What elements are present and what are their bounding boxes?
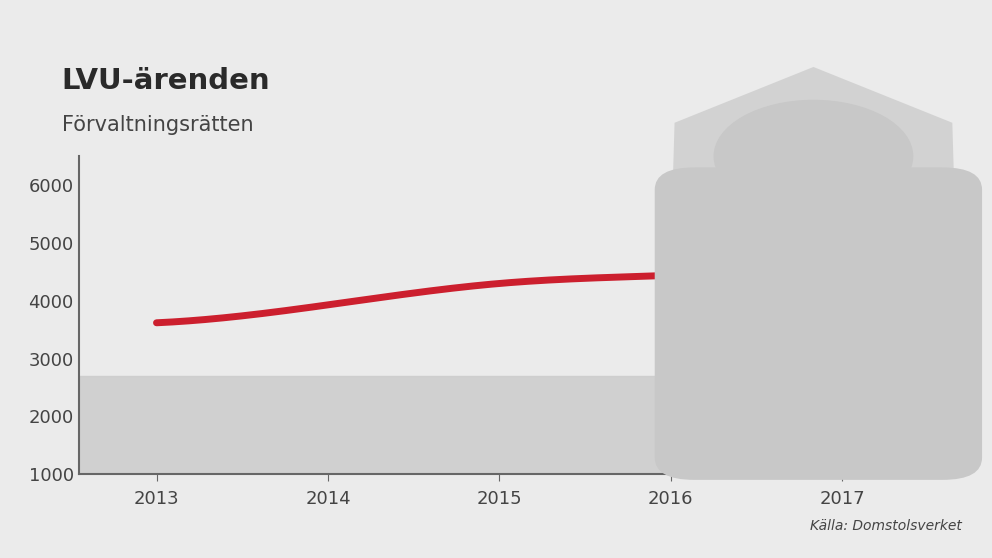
Text: +27%: +27%	[684, 181, 846, 229]
Circle shape	[714, 100, 913, 212]
Polygon shape	[665, 67, 962, 458]
Text: Källa: Domstolsverket: Källa: Domstolsverket	[810, 519, 962, 533]
FancyBboxPatch shape	[655, 167, 982, 480]
Bar	[79, 376, 962, 474]
FancyBboxPatch shape	[696, 184, 833, 227]
Polygon shape	[758, 227, 793, 239]
Text: Förvaltningsrätten: Förvaltningsrätten	[62, 115, 253, 135]
Text: LVU-ärenden: LVU-ärenden	[62, 67, 271, 95]
